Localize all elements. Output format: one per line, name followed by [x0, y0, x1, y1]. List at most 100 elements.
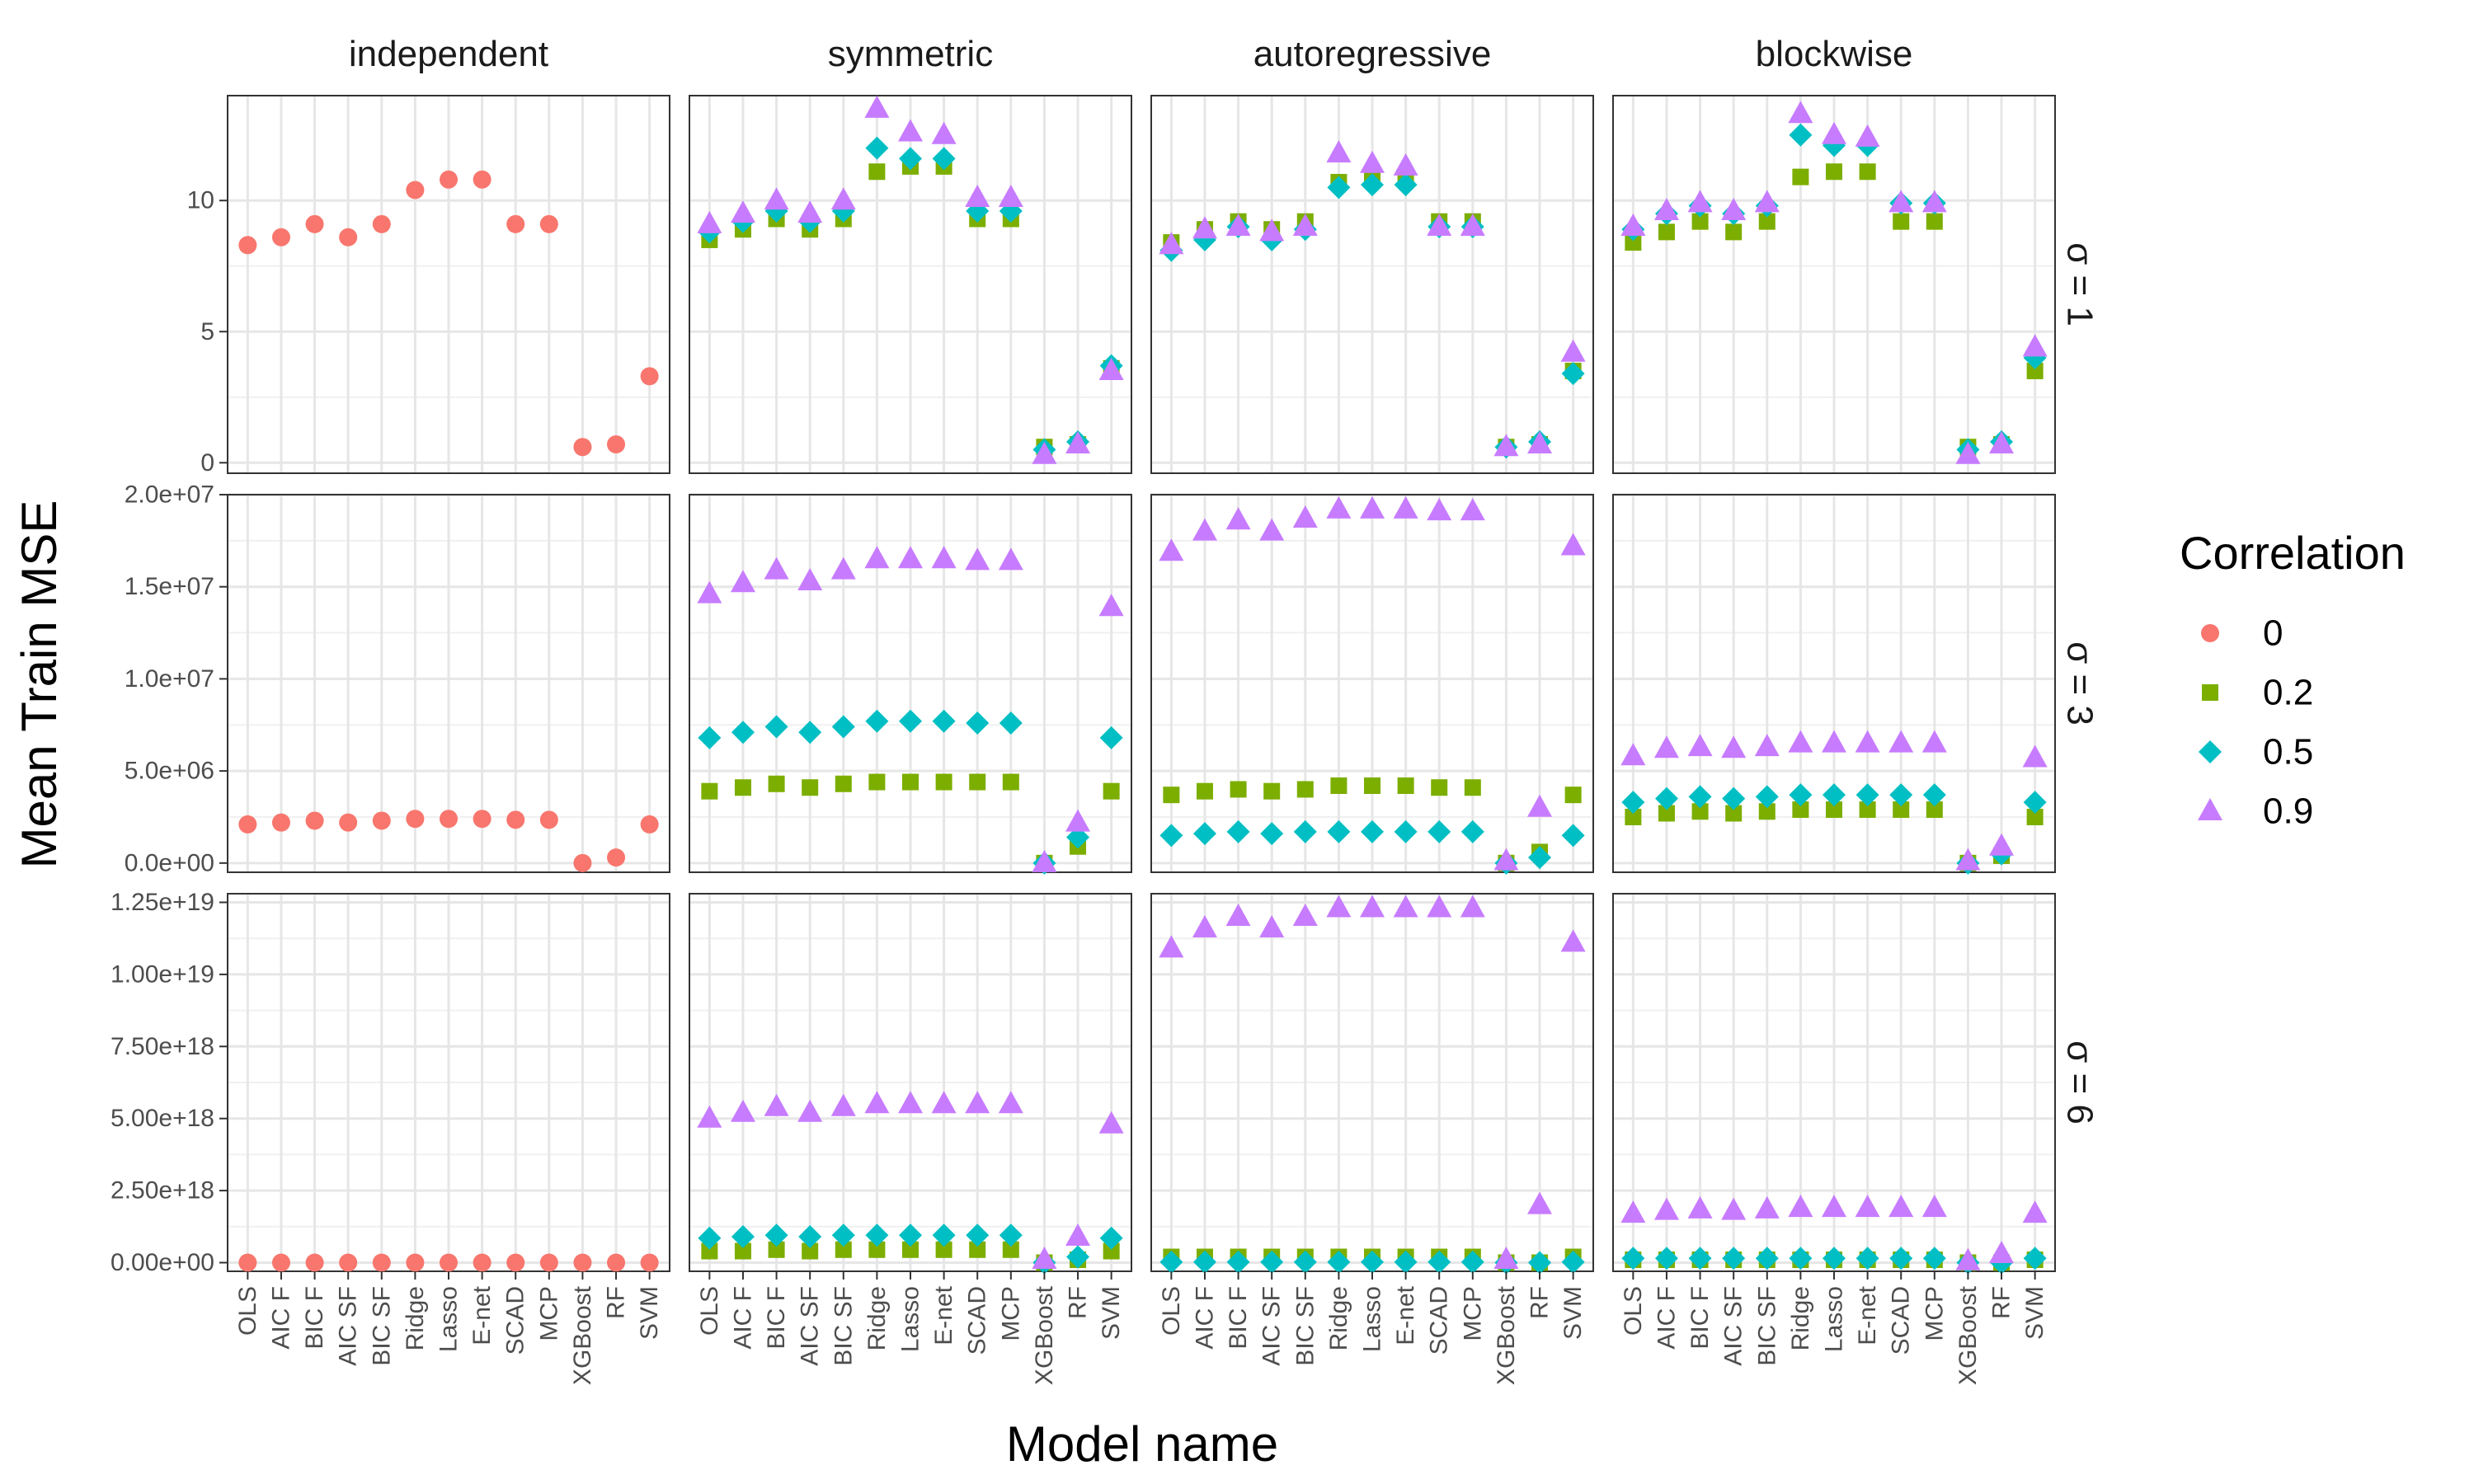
point-0.2-OLS — [701, 1242, 718, 1260]
point-0.5-BIC F — [764, 715, 788, 739]
point-0.9-SCAD — [1427, 214, 1452, 237]
point-0.5-BIC SF — [1755, 785, 1779, 809]
point-0.9-AIC F — [1192, 914, 1217, 937]
y-tick-label: 1.5e+07 — [125, 573, 214, 600]
point-0.5-MCP — [1922, 783, 1946, 807]
point-0.2-E-net — [1397, 777, 1414, 794]
point-0.9-E-net — [1393, 895, 1418, 918]
point-0.9-OLS — [697, 1105, 722, 1128]
panel-border — [227, 494, 670, 873]
x-tick-label: AIC SF — [1258, 1286, 1286, 1366]
y-tick-label: 0.00e+00 — [111, 1249, 214, 1276]
panel-border — [1150, 494, 1594, 873]
point-0.2-MCP — [1926, 213, 1943, 230]
point-0.5-SVM — [1561, 1250, 1585, 1274]
point-0.2-MCP — [1002, 1241, 1019, 1258]
point-0.9-MCP — [1460, 498, 1485, 521]
point-0.9-OLS — [1159, 935, 1184, 958]
point-0.9-OLS — [1620, 743, 1646, 766]
point-0.9-XGBoost — [1032, 1247, 1057, 1270]
point-0.9-Lasso — [1360, 150, 1385, 173]
point-0.2-BIC SF — [835, 775, 852, 792]
panel-border — [1150, 95, 1594, 474]
point-0-AIC SF — [339, 813, 358, 832]
point-0.9-XGBoost — [1032, 441, 1057, 464]
x-tick-label: E-net — [1854, 1285, 1881, 1345]
point-0.9-E-net — [1855, 730, 1880, 753]
y-tick-label: 5 — [200, 318, 214, 345]
point-0.2-AIC F — [734, 1242, 751, 1260]
point-0-MCP — [539, 1253, 558, 1272]
point-0-SVM — [640, 1253, 659, 1272]
point-0.9-RF — [1065, 1223, 1091, 1247]
x-tick-label: AIC F — [1191, 1286, 1218, 1350]
point-0.9-AIC F — [1653, 197, 1679, 220]
point-0.2-MCP — [1464, 779, 1481, 796]
point-0.5-AIC SF — [798, 1225, 822, 1249]
x-tick-label: AIC F — [267, 1286, 294, 1350]
point-0.2-SCAD — [969, 1241, 986, 1258]
point-0-OLS — [238, 815, 257, 834]
legend-label: 0 — [2263, 613, 2283, 654]
point-0.9-BIC F — [1225, 507, 1251, 530]
legend-key-square — [2202, 684, 2218, 701]
point-0.9-E-net — [1393, 495, 1418, 519]
point-0.5-MCP — [1460, 1250, 1484, 1274]
point-0-XGBoost — [573, 1253, 592, 1272]
point-0.2-SCAD — [1893, 801, 1910, 819]
point-0.9-Lasso — [1822, 730, 1846, 753]
point-0.9-OLS — [697, 210, 722, 233]
point-0.5-MCP — [999, 1223, 1023, 1247]
point-0.9-BIC SF — [1292, 903, 1318, 926]
point-0.2-E-net — [935, 773, 952, 791]
point-0.9-Lasso — [898, 546, 923, 569]
point-0.2-Ridge — [868, 163, 886, 181]
point-0.5-SVM — [1099, 1226, 1123, 1250]
point-0-OLS — [238, 236, 257, 255]
x-tick-label: SVM — [1559, 1286, 1587, 1340]
point-0.2-Lasso — [1364, 777, 1380, 794]
point-0.2-Ridge — [1792, 801, 1809, 819]
point-0.9-BIC SF — [830, 556, 856, 580]
y-tick-label: 1.25e+19 — [111, 889, 214, 916]
point-0.2-Ridge — [868, 773, 886, 791]
point-0.9-SCAD — [965, 185, 990, 208]
legend-entry-0.5: 0.5 — [2199, 732, 2313, 773]
row-strip-label: σ = 6 — [2060, 1040, 2100, 1125]
x-tick-label: Lasso — [1359, 1286, 1386, 1352]
point-0.9-AIC SF — [1259, 218, 1285, 242]
x-tick-label: AIC F — [1653, 1286, 1680, 1350]
point-0.9-AIC F — [1192, 216, 1217, 239]
point-0-XGBoost — [573, 853, 592, 872]
point-0.2-SVM — [2026, 808, 2044, 825]
point-0.2-Lasso — [1826, 163, 1842, 181]
point-0.5-SCAD — [1427, 819, 1451, 843]
points-r1-c3 — [1620, 730, 2048, 875]
point-0-BIC SF — [372, 1253, 391, 1272]
legend-key-diamond — [2199, 740, 2222, 763]
points-r2-c1 — [697, 1091, 1124, 1275]
point-0.2-OLS — [1625, 808, 1642, 825]
point-0.5-AIC F — [1192, 822, 1216, 846]
point-0.2-E-net — [1859, 801, 1876, 819]
point-0.5-MCP — [1922, 1247, 1946, 1270]
point-0.9-AIC SF — [797, 568, 823, 591]
point-0.5-RF — [1528, 846, 1552, 870]
row-strip-label: σ = 1 — [2060, 242, 2100, 326]
points-r0-c1 — [697, 95, 1124, 464]
point-0.9-BIC F — [764, 1093, 789, 1116]
point-0.9-MCP — [1921, 190, 1947, 213]
x-tick-label: BIC SF — [830, 1286, 857, 1366]
x-tick-label: RF — [1065, 1286, 1092, 1319]
point-0.9-OLS — [1620, 214, 1646, 237]
point-0.5-Lasso — [1823, 1247, 1846, 1270]
point-0.5-BIC SF — [831, 715, 855, 739]
point-0-SVM — [640, 815, 659, 834]
point-0-AIC F — [271, 813, 290, 832]
panel-r1-c1 — [689, 493, 1132, 873]
point-0-BIC SF — [372, 214, 391, 233]
point-0.5-RF — [1066, 1245, 1090, 1269]
point-0.5-Ridge — [1327, 176, 1351, 200]
x-tick-label: RF — [1988, 1286, 2015, 1319]
y-tick-label: 7.50e+18 — [111, 1033, 214, 1060]
